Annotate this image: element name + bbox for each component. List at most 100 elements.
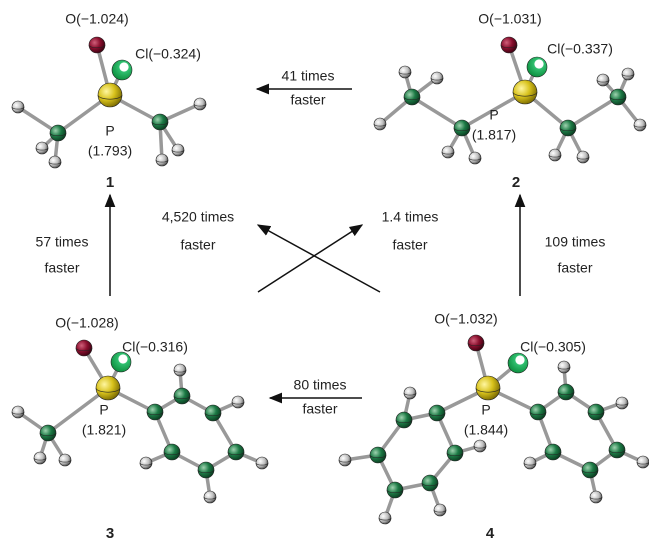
atom bbox=[524, 457, 536, 469]
rate-label: faster bbox=[557, 260, 592, 276]
atom bbox=[194, 98, 206, 110]
atom bbox=[527, 57, 547, 77]
atom bbox=[501, 37, 517, 53]
atom bbox=[637, 456, 649, 468]
atom bbox=[205, 405, 221, 421]
atom bbox=[164, 444, 180, 460]
arrow bbox=[258, 225, 380, 292]
atom bbox=[379, 512, 391, 524]
atom bbox=[590, 491, 602, 503]
atom bbox=[582, 462, 598, 478]
atom bbox=[442, 146, 454, 158]
atom bbox=[634, 119, 646, 131]
atom bbox=[508, 353, 528, 373]
rate-label: faster bbox=[392, 237, 427, 253]
compound-number: 2 bbox=[512, 174, 520, 191]
rate-label: 57 times bbox=[36, 234, 89, 250]
phosphorus-label: P bbox=[481, 402, 490, 418]
bond-length: (1.821) bbox=[82, 422, 126, 438]
rate-label: 41 times bbox=[282, 68, 335, 84]
atom bbox=[434, 504, 446, 516]
atom bbox=[34, 452, 46, 464]
atom bbox=[588, 404, 604, 420]
rate-label: faster bbox=[290, 92, 325, 108]
atom bbox=[558, 384, 574, 400]
atom bbox=[232, 396, 244, 408]
atom bbox=[429, 405, 445, 421]
atom bbox=[447, 445, 463, 461]
oxygen-charge: O(−1.032) bbox=[434, 311, 497, 327]
atom bbox=[609, 442, 625, 458]
rate-label: faster bbox=[180, 237, 215, 253]
atom bbox=[256, 457, 268, 469]
atom bbox=[560, 120, 576, 136]
atom bbox=[147, 404, 163, 420]
atom bbox=[474, 440, 486, 452]
atom bbox=[558, 361, 570, 373]
arrow bbox=[258, 225, 362, 292]
rate-label: 1.4 times bbox=[382, 209, 439, 225]
rate-label: 4,520 times bbox=[162, 209, 234, 225]
atom bbox=[622, 68, 634, 80]
chlorine-charge: Cl(−0.316) bbox=[122, 339, 188, 355]
oxygen-charge: O(−1.028) bbox=[55, 315, 118, 331]
atom bbox=[387, 482, 403, 498]
atom bbox=[174, 388, 190, 404]
atom bbox=[12, 101, 24, 113]
atom bbox=[172, 144, 184, 156]
chlorine-charge: Cl(−0.337) bbox=[547, 41, 613, 57]
atom bbox=[50, 125, 66, 141]
figure: O(−1.024) Cl(−0.324) P (1.793) 1 O(−1.03… bbox=[0, 0, 649, 549]
chlorine-charge: Cl(−0.305) bbox=[520, 339, 586, 355]
atom bbox=[545, 444, 561, 460]
atom bbox=[530, 404, 546, 420]
atom bbox=[370, 447, 386, 463]
atom bbox=[228, 444, 244, 460]
atom bbox=[404, 89, 420, 105]
phosphorus-label: P bbox=[489, 107, 498, 123]
bond bbox=[568, 97, 618, 128]
atom bbox=[36, 142, 48, 154]
atom bbox=[476, 376, 500, 400]
atom bbox=[12, 406, 24, 418]
atom bbox=[111, 352, 131, 372]
compound-number: 3 bbox=[106, 525, 114, 542]
atom bbox=[431, 72, 443, 84]
rate-label: faster bbox=[44, 260, 79, 276]
compound-number: 1 bbox=[106, 174, 114, 191]
atom bbox=[399, 66, 411, 78]
atom bbox=[174, 364, 186, 376]
atom bbox=[597, 74, 609, 86]
phosphorus-label: P bbox=[99, 402, 108, 418]
oxygen-charge: O(−1.024) bbox=[65, 11, 128, 27]
atom bbox=[469, 152, 481, 164]
atom bbox=[49, 156, 61, 168]
atoms bbox=[12, 37, 649, 524]
atom bbox=[40, 425, 56, 441]
atom bbox=[156, 154, 168, 166]
atom bbox=[140, 457, 152, 469]
atom bbox=[198, 462, 214, 478]
atom bbox=[422, 475, 438, 491]
rate-label: 80 times bbox=[294, 377, 347, 393]
bond-length: (1.793) bbox=[88, 143, 132, 159]
atom bbox=[468, 335, 484, 351]
atom bbox=[76, 340, 92, 356]
atom bbox=[112, 60, 132, 80]
atom bbox=[374, 118, 386, 130]
bond-length: (1.817) bbox=[472, 127, 516, 143]
atom bbox=[152, 114, 168, 130]
rate-label: 109 times bbox=[545, 234, 606, 250]
oxygen-charge: O(−1.031) bbox=[478, 11, 541, 27]
bond bbox=[412, 97, 462, 128]
atom bbox=[577, 151, 589, 163]
rate-label: faster bbox=[302, 401, 337, 417]
atom bbox=[96, 376, 120, 400]
atom bbox=[549, 149, 561, 161]
atom bbox=[339, 454, 351, 466]
phosphorus-label: P bbox=[105, 123, 114, 139]
atom bbox=[89, 37, 105, 53]
compound-number: 4 bbox=[486, 525, 495, 542]
atom bbox=[204, 491, 216, 503]
atom bbox=[616, 397, 628, 409]
